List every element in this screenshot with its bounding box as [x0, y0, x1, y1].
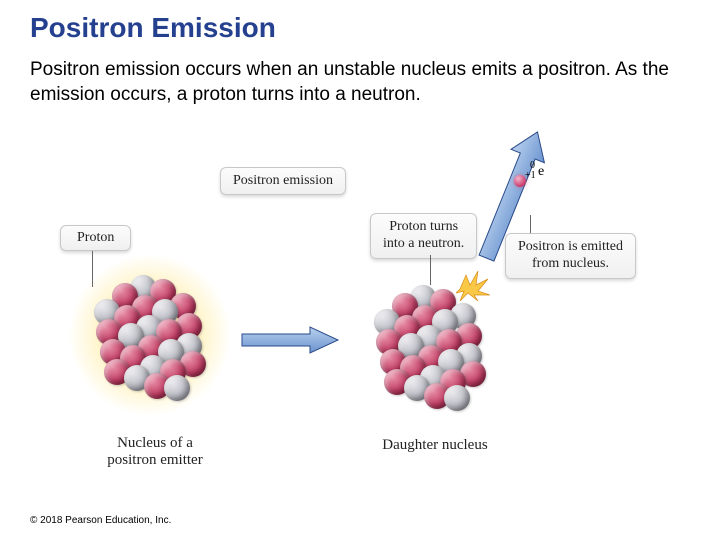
- neutron-nucleon: [444, 385, 470, 411]
- transform-arrow: [240, 325, 340, 355]
- turns-tag: Proton turns into a neutron.: [370, 213, 477, 259]
- knockout-flash: [456, 271, 490, 301]
- turns-line1: Proton turns: [389, 219, 458, 234]
- daughter-caption: Daughter nucleus: [360, 437, 510, 454]
- page-title: Positron Emission: [0, 0, 720, 44]
- symbol-e: e: [538, 164, 544, 180]
- neutron-nucleon: [164, 375, 190, 401]
- parent-caption-l2: positron emitter: [107, 452, 202, 468]
- emitted-line1: Positron is emitted: [518, 239, 623, 254]
- emitted-tag: Positron is emitted from nucleus.: [505, 233, 636, 279]
- diagram-area: Positron emission Proton Proton turns in…: [60, 155, 660, 495]
- turns-line2: into a neutron.: [383, 236, 464, 251]
- copyright-text: © 2018 Pearson Education, Inc.: [30, 515, 171, 526]
- parent-caption-l1: Nucleus of a: [117, 435, 193, 451]
- parent-caption: Nucleus of a positron emitter: [85, 435, 225, 469]
- parent-nucleus: [80, 265, 220, 405]
- emitted-line2: from nucleus.: [532, 256, 609, 271]
- emitted-pointer: [530, 215, 531, 233]
- body-paragraph: Positron emission occurs when an unstabl…: [0, 44, 720, 107]
- emission-tag: Positron emission: [220, 167, 346, 195]
- symbol-charge: +1: [525, 170, 536, 181]
- proton-tag: Proton: [60, 225, 131, 251]
